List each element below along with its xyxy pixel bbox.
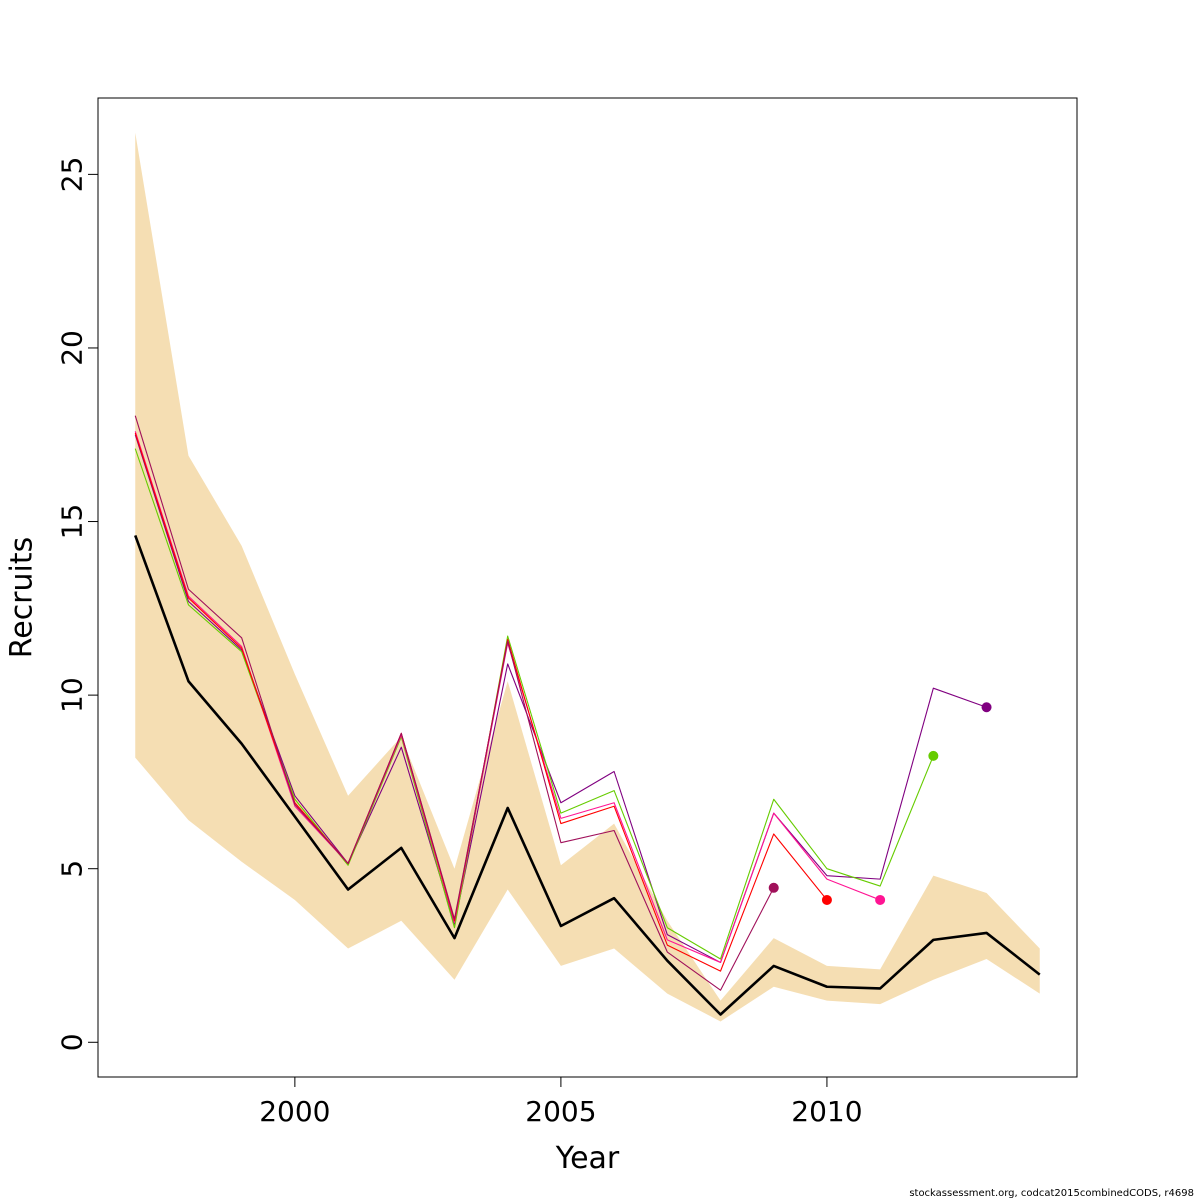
series-line-0 (134, 534, 1041, 1016)
confidence-band (135, 132, 1040, 1022)
series-end-point-2 (928, 750, 939, 761)
y-tick-label-0: 0 (56, 1033, 89, 1051)
end-marker-layer (768, 702, 992, 905)
y-axis: 0 5 10 15 20 25 (56, 157, 99, 1051)
y-tick-label-15: 15 (56, 504, 89, 540)
x-axis: 2000 2005 2010 (259, 1076, 863, 1128)
y-tick-label-25: 25 (56, 157, 89, 193)
x-tick-label-2000: 2000 (259, 1095, 330, 1128)
series-layer (134, 415, 1041, 1016)
series-end-point-4 (821, 894, 832, 905)
y-tick-label-10: 10 (56, 677, 89, 713)
series-end-point-5 (768, 882, 779, 893)
y-tick-label-5: 5 (56, 860, 89, 878)
y-axis-title: Recruits (5, 537, 40, 659)
series-end-point-3 (875, 894, 886, 905)
y-tick-label-20: 20 (56, 330, 89, 366)
x-axis-title: Year (555, 1141, 620, 1176)
series-line-5 (134, 415, 775, 991)
series-end-point-1 (981, 702, 992, 713)
confidence-band-layer (135, 132, 1040, 1022)
footnote: stockassessment.org, codcat2015combinedC… (909, 1188, 1194, 1199)
x-tick-label-2005: 2005 (525, 1095, 596, 1128)
x-tick-label-2010: 2010 (791, 1095, 862, 1128)
